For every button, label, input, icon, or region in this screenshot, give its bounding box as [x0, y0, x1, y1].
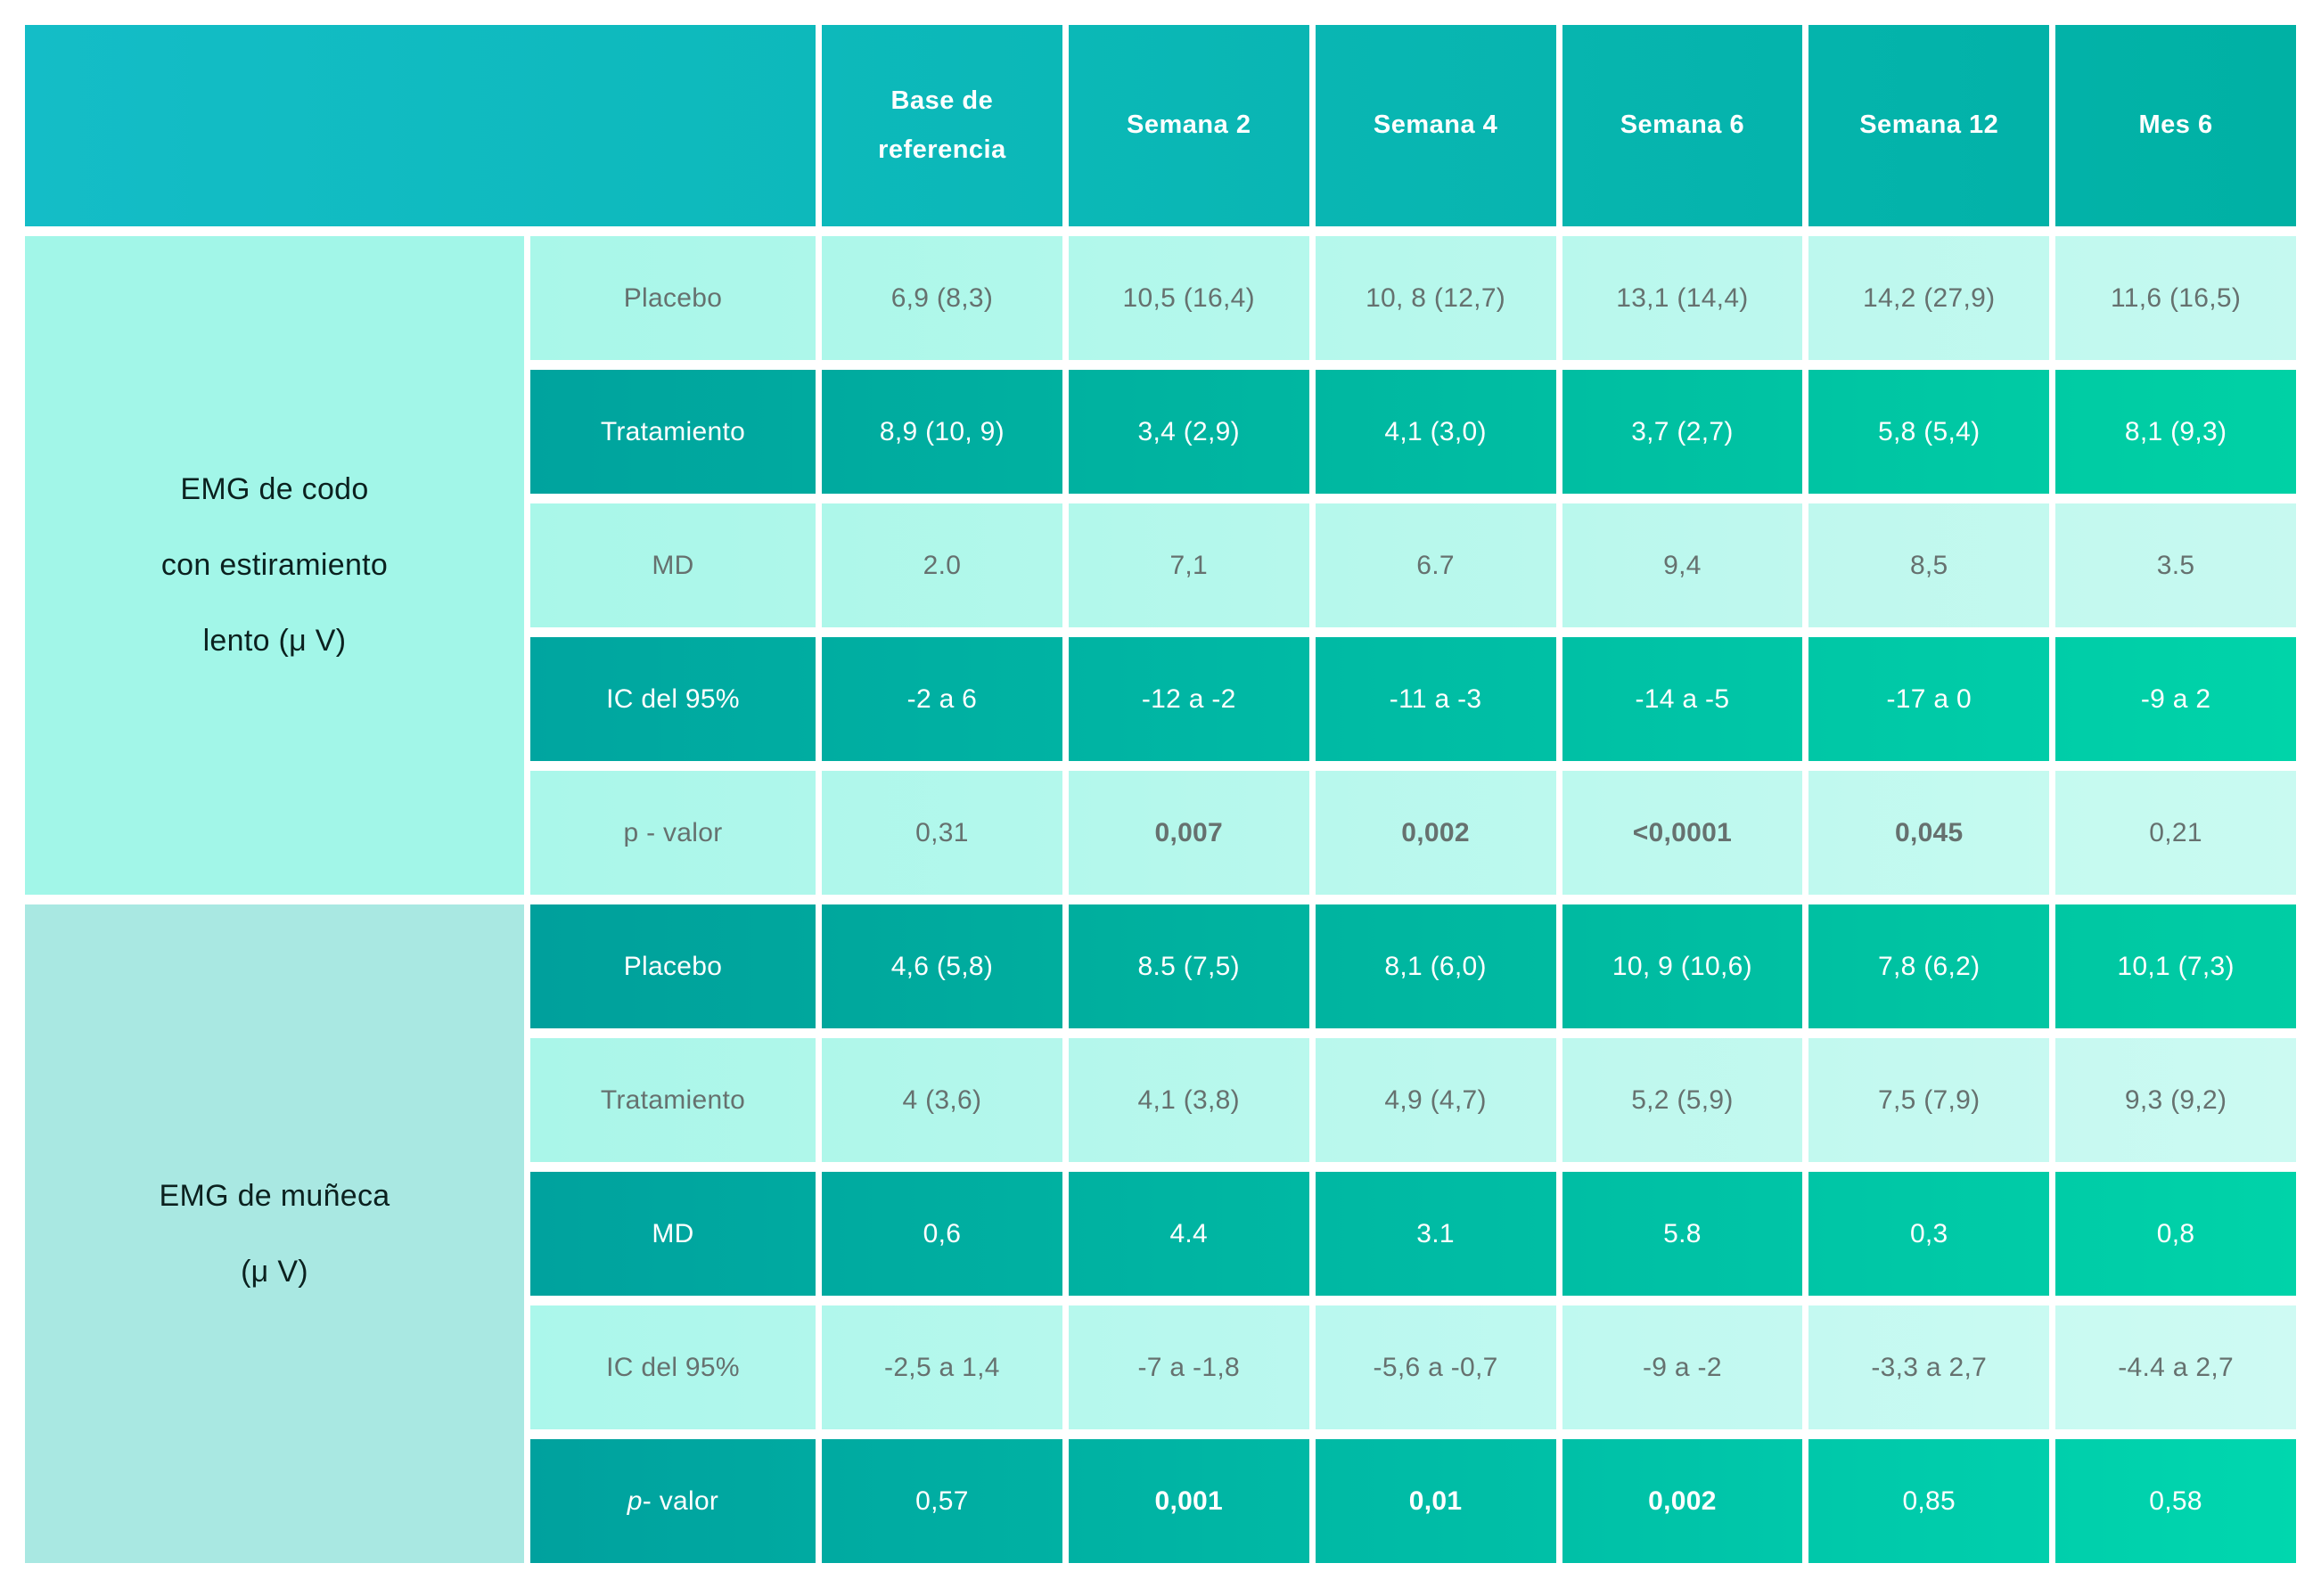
value-cell: 0,6 [822, 1172, 1062, 1296]
row-label: p - valor [530, 771, 816, 895]
value-cell: 0,57 [822, 1439, 1062, 1563]
value-cell: 0,58 [2055, 1439, 2296, 1563]
value-cell: -3,3 a 2,7 [1808, 1305, 2050, 1429]
section-label: EMG de muñeca (μ V) [25, 904, 524, 1563]
value-cell: 4,1 (3,8) [1068, 1038, 1309, 1162]
row-label: MD [530, 1172, 816, 1296]
value-cell: 6,9 (8,3) [822, 236, 1062, 360]
row-label: Tratamiento [530, 370, 816, 494]
value-cell: 0,001 [1068, 1439, 1309, 1563]
value-cell: 0,8 [2055, 1172, 2296, 1296]
value-cell: 0,31 [822, 771, 1062, 895]
column-header: Semana 4 [1315, 25, 1556, 226]
value-cell: -5,6 a -0,7 [1315, 1305, 1556, 1429]
value-cell: 8,1 (6,0) [1315, 904, 1556, 1028]
row-label: MD [530, 503, 816, 627]
row-label: Tratamiento [530, 1038, 816, 1162]
value-cell: 5.8 [1562, 1172, 1803, 1296]
column-header: Mes 6 [2055, 25, 2296, 226]
row-label: Placebo [530, 236, 816, 360]
value-cell: 4,1 (3,0) [1315, 370, 1556, 494]
value-cell: 0,002 [1562, 1439, 1803, 1563]
row-label-italic-part: p [627, 1486, 643, 1516]
column-header: Semana 2 [1068, 25, 1309, 226]
value-cell: 0,3 [1808, 1172, 2050, 1296]
value-cell: 3.5 [2055, 503, 2296, 627]
value-cell: 11,6 (16,5) [2055, 236, 2296, 360]
value-cell: 3.1 [1315, 1172, 1556, 1296]
value-cell: 8,5 [1808, 503, 2050, 627]
value-cell: 0,007 [1068, 771, 1309, 895]
column-header: Semana 12 [1808, 25, 2050, 226]
value-cell: -9 a 2 [2055, 637, 2296, 761]
row-label: Placebo [530, 904, 816, 1028]
value-cell: 5,2 (5,9) [1562, 1038, 1803, 1162]
value-cell: 4,6 (5,8) [822, 904, 1062, 1028]
column-header: Base de referencia [822, 25, 1062, 226]
value-cell: 10,1 (7,3) [2055, 904, 2296, 1028]
value-cell: -9 a -2 [1562, 1305, 1803, 1429]
results-table: Base de referencia Semana 2 Semana 4 Semana… [25, 25, 2296, 1563]
value-cell: 0,002 [1315, 771, 1556, 895]
row-label: IC del 95% [530, 1305, 816, 1429]
value-cell: 3,7 (2,7) [1562, 370, 1803, 494]
value-cell: 8,1 (9,3) [2055, 370, 2296, 494]
value-cell: 4.4 [1068, 1172, 1309, 1296]
value-cell: <0,0001 [1562, 771, 1803, 895]
value-cell: -2 a 6 [822, 637, 1062, 761]
value-cell: -12 a -2 [1068, 637, 1309, 761]
value-cell: -11 a -3 [1315, 637, 1556, 761]
value-cell: 7,1 [1068, 503, 1309, 627]
section-label: EMG de codo con estiramiento lento (μ V) [25, 236, 524, 895]
value-cell: 6.7 [1315, 503, 1556, 627]
value-cell: 8.5 (7,5) [1068, 904, 1309, 1028]
value-cell: 5,8 (5,4) [1808, 370, 2050, 494]
value-cell: 7,8 (6,2) [1808, 904, 2050, 1028]
value-cell: 2.0 [822, 503, 1062, 627]
value-cell: 14,2 (27,9) [1808, 236, 2050, 360]
value-cell: 0,21 [2055, 771, 2296, 895]
value-cell: -4.4 a 2,7 [2055, 1305, 2296, 1429]
value-cell: 10,5 (16,4) [1068, 236, 1309, 360]
row-label: IC del 95% [530, 637, 816, 761]
value-cell: 0,01 [1315, 1439, 1556, 1563]
row-label: p - valor [530, 1439, 816, 1563]
header-spacer [25, 25, 816, 226]
value-cell: -17 a 0 [1808, 637, 2050, 761]
value-cell: 4,9 (4,7) [1315, 1038, 1556, 1162]
value-cell: 8,9 (10, 9) [822, 370, 1062, 494]
value-cell: 13,1 (14,4) [1562, 236, 1803, 360]
column-header: Semana 6 [1562, 25, 1803, 226]
value-cell: 0,045 [1808, 771, 2050, 895]
value-cell: 10, 8 (12,7) [1315, 236, 1556, 360]
value-cell: 0,85 [1808, 1439, 2050, 1563]
value-cell: 7,5 (7,9) [1808, 1038, 2050, 1162]
value-cell: 3,4 (2,9) [1068, 370, 1309, 494]
value-cell: -2,5 a 1,4 [822, 1305, 1062, 1429]
value-cell: -14 a -5 [1562, 637, 1803, 761]
value-cell: 4 (3,6) [822, 1038, 1062, 1162]
value-cell: 9,4 [1562, 503, 1803, 627]
value-cell: 10, 9 (10,6) [1562, 904, 1803, 1028]
value-cell: -7 a -1,8 [1068, 1305, 1309, 1429]
value-cell: 9,3 (9,2) [2055, 1038, 2296, 1162]
